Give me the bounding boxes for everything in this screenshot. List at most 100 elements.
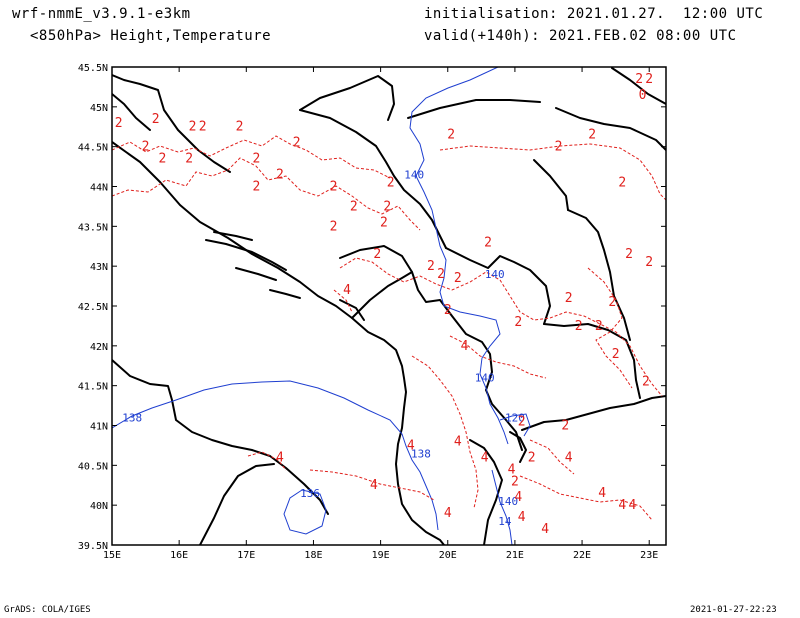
bosnia-south [351,271,413,319]
lon-tick-label: 20E [439,550,457,561]
isotherm-2-ne [587,267,633,389]
italy-gulf-taranto [199,463,275,545]
temperature-contour-label: 2 [518,415,526,430]
height-contour-label: 138 [122,412,142,425]
temperature-contour-label: 2 [236,120,244,135]
greece-border [521,395,666,431]
temperature-contour-label: 4 [541,522,549,537]
lat-tick-label: 44N [90,183,108,194]
temperature-contour-label: 2 [142,140,150,155]
temperature-contour-label: 4 [598,486,606,501]
temperature-contour-label: 4 [629,498,637,513]
isotherm-4-greece [529,439,575,475]
croatia-islands-4 [213,231,253,241]
isotherm-2-upper [112,135,391,179]
isotherm-2-north [112,157,421,231]
lat-tick-label: 42.5N [78,302,108,313]
temperature-contour-label: 2 [645,72,653,87]
sava-border [299,109,447,249]
temperature-contour-label: 2 [330,179,338,194]
temperature-contour-label: 2 [252,179,260,194]
lat-tick-label: 40.5N [78,461,108,472]
temperature-contour-label: 2 [514,315,522,330]
temperature-contour-label: 4 [343,283,351,298]
greece-inner [469,439,503,545]
height-contour-label: 138 [411,447,431,460]
lat-tick-label: 44.5N [78,143,108,154]
adriatic-east-coast [112,141,445,545]
temperature-contour-label: 2 [185,152,193,167]
height-contour-label: 140 [485,268,505,281]
temperature-contour-label: 4 [370,478,378,493]
temperature-contour-label: 4 [454,434,462,449]
border-north [407,99,541,119]
footer-credit: GrADS: COLA/IGES [4,605,91,615]
height-contours [112,67,531,545]
temperature-contour-label: 2 [575,319,583,334]
temperature-contour-label: 2 [447,128,455,143]
map-lines [112,67,666,545]
lat-tick-label: 40N [90,501,108,512]
temperature-contour-label: 2 [561,418,569,433]
bulgaria-west [567,209,631,341]
temperature-contour-label: 2 [588,128,596,143]
italy-heel [112,359,329,515]
temperature-contour-label: 2 [444,303,452,318]
temperature-contour-label: 4 [565,450,573,465]
lat-tick-label: 45.5N [78,63,108,74]
temperature-contour-label: 2 [608,295,616,310]
lon-tick-label: 22E [573,550,591,561]
croatia-islands-3 [269,289,301,299]
croatia-islands-2 [235,267,277,281]
isotherm-4-south [309,469,435,501]
temperature-contour-label: 2 [380,215,388,230]
temperature-contour-label: 2 [330,219,338,234]
temperature-contour-label: 2 [437,267,445,282]
model-title: wrf-nmmE_v3.9.1-e3km [12,6,191,22]
temperature-contour-label: 2 [199,120,207,135]
lat-tick-label: 41.5N [78,382,108,393]
temperature-contour-label: 2 [252,152,260,167]
isotherm-2-albania [449,335,547,379]
temperature-contour-label: 4 [618,498,626,513]
temperature-contour-label: 2 [189,120,197,135]
field-title: <850hPa> Height,Temperature [30,28,272,44]
temperature-contour-label: 2 [158,152,166,167]
temperature-contour-label: 2 [293,136,301,151]
lon-tick-label: 19E [372,550,390,561]
macedonia-border [543,323,641,399]
isotherm-4-west [333,289,353,313]
temperature-contour-label: 2 [387,176,395,191]
serbia-east [533,159,569,211]
contour-140-north [409,67,509,445]
lat-tick-label: 43.5N [78,222,108,233]
temperature-contour-label: 2 [484,235,492,250]
kosovo-border [445,247,551,325]
temperature-contour-label: 2 [276,168,284,183]
latitude-ticks: 45.5N 45N 44.5N 44N 43.5N 43N 42.5N 42N 41.5N 41N… [78,63,666,552]
height-contour-label: 140 [475,372,495,385]
contour-140-south [491,469,513,545]
temperature-contour-label: 2 [618,176,626,191]
map-frame [111,66,667,546]
height-contour-label: 136 [300,487,320,500]
temperature-contour-label: 2 [454,271,462,286]
lon-tick-label: 15E [103,550,121,561]
temperature-contour-label: 2 [383,199,391,214]
lon-tick-label: 18E [304,550,322,561]
temperature-contours [112,135,666,521]
temperature-contour-label: 2 [635,72,643,87]
longitude-ticks: 15E 16E 17E 18E 19E 20E 21E 22E 23E [103,67,658,561]
temperature-contour-label: 2 [427,259,435,274]
height-contour-label: 120 [505,412,525,425]
greece-lake [509,431,527,463]
temperature-contour-label: 4 [276,450,284,465]
isotherm-2-east [439,143,666,201]
temperature-contour-label: 2 [528,450,536,465]
temperature-contour-label: 2 [612,347,620,362]
temperature-contour-label: 2 [555,140,563,155]
temperature-contour-label: 2 [595,319,603,334]
height-labels: 140 140 140 120 138 138 136 140 14 [122,169,525,529]
lat-tick-label: 45N [90,103,108,114]
